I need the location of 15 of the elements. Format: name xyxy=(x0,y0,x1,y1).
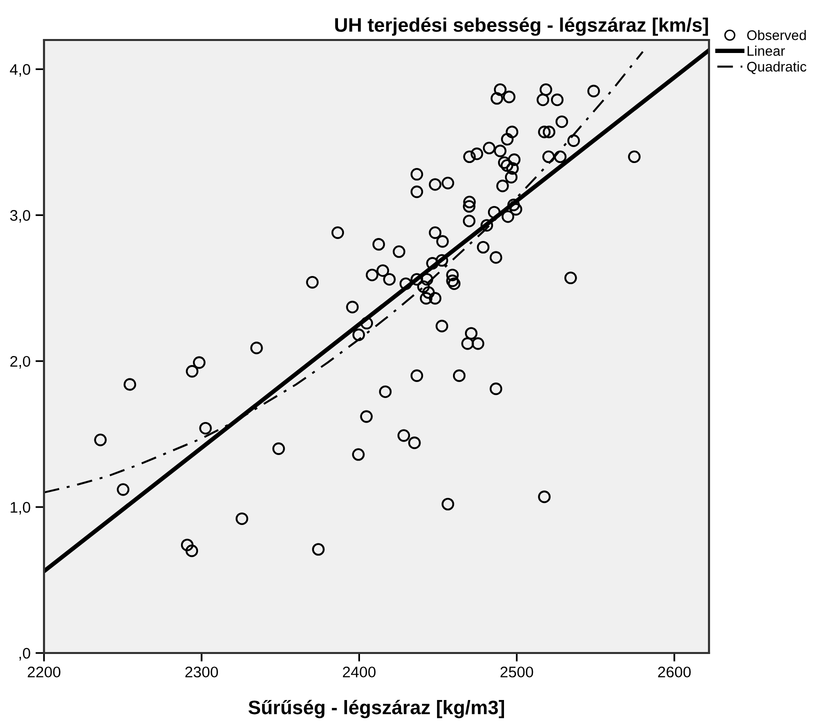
x-tick-label: 2500 xyxy=(500,666,534,678)
y-tick-label: 3,0 xyxy=(10,210,30,223)
x-tick-label: 2400 xyxy=(342,666,376,678)
y-tick-label: 2,0 xyxy=(10,356,30,369)
chart-title: UH terjedési sebesség - légszáraz [km/s] xyxy=(335,17,708,36)
x-axis-title: Sűrűség - légszáraz [kg/m3] xyxy=(248,700,504,718)
x-tick-label: 2200 xyxy=(28,666,60,678)
y-tick-label: ,0 xyxy=(19,648,30,660)
legend-label: Observed xyxy=(747,30,806,40)
legend-label: Linear xyxy=(748,46,785,56)
x-tick-label: 2300 xyxy=(185,666,218,678)
legend-label: Quadratic xyxy=(747,61,806,74)
y-tick-label: 4,0 xyxy=(10,64,30,77)
y-tick-label: 1,0 xyxy=(10,502,30,515)
x-tick-label: 2600 xyxy=(658,666,691,678)
